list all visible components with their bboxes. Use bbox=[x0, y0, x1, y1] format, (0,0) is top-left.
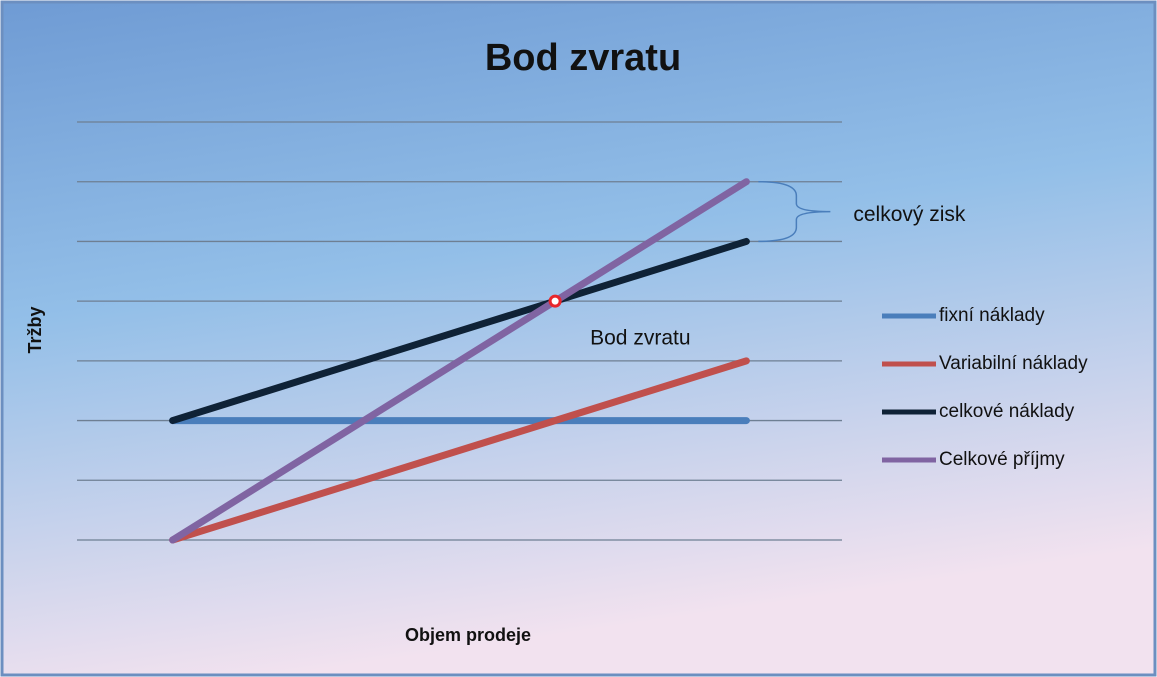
x-axis-label: Objem prodeje bbox=[405, 625, 531, 645]
line bbox=[169, 178, 750, 544]
chart-title: Bod zvratu bbox=[485, 37, 681, 79]
legend-label: Celkové příjmy bbox=[939, 449, 1065, 470]
brace bbox=[758, 180, 831, 243]
line bbox=[169, 357, 750, 544]
y-axis-label: Tržby bbox=[25, 306, 45, 353]
annotation: Bod zvratu bbox=[590, 327, 690, 350]
legend-label: celkové náklady bbox=[939, 401, 1075, 422]
break-even-point bbox=[548, 294, 562, 308]
line bbox=[169, 237, 750, 425]
legend-label: Variabilní náklady bbox=[939, 353, 1088, 374]
legend-label: fixní náklady bbox=[939, 305, 1045, 326]
annotation: celkový zisk bbox=[853, 203, 966, 226]
